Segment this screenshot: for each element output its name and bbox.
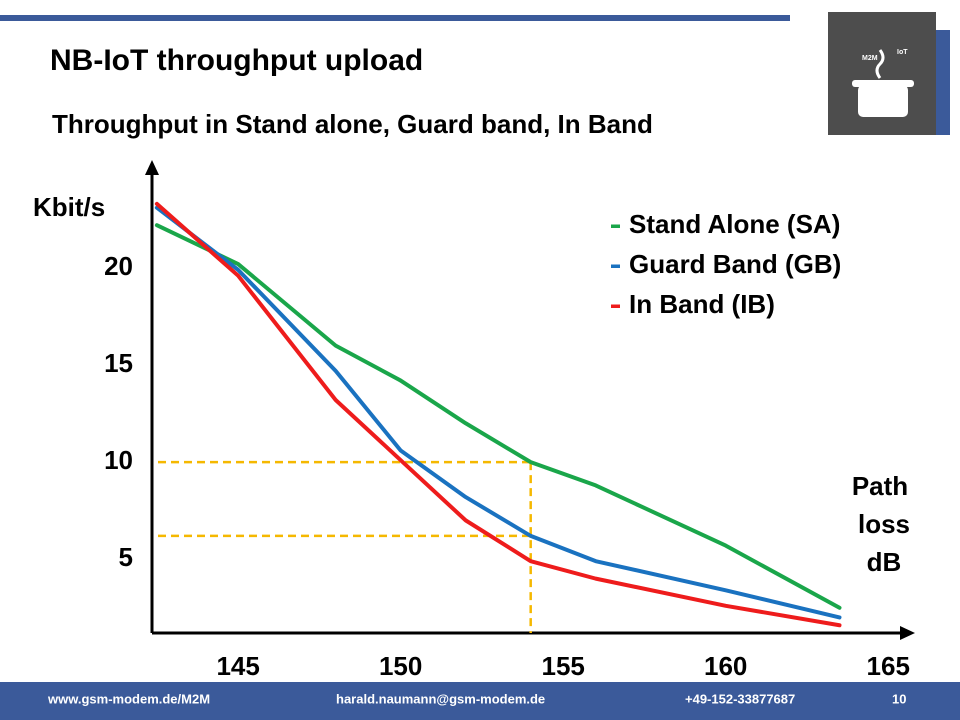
series-line	[154, 201, 842, 628]
x-axis-label: dB	[867, 547, 902, 577]
x-axis-label: loss	[858, 509, 910, 539]
footer-email: harald.naumann@gsm-modem.de	[336, 691, 545, 706]
series-line	[154, 223, 842, 610]
legend-dash	[611, 304, 620, 308]
x-tick-label: 165	[867, 651, 910, 681]
subtitle: Throughput in Stand alone, Guard band, I…	[52, 109, 653, 139]
x-tick-label: 150	[379, 651, 422, 681]
legend-label: Guard Band (GB)	[629, 249, 841, 279]
footer-phone: +49-152-33877687	[685, 691, 795, 706]
logo-stripe	[936, 30, 950, 135]
logo-text: M2M	[862, 55, 878, 62]
x-axis-label: Path	[852, 471, 908, 501]
y-tick-label: 15	[104, 348, 133, 378]
logo-pot	[852, 49, 914, 117]
footer-page: 10	[892, 691, 906, 706]
legend-label: In Band (IB)	[629, 289, 775, 319]
x-tick-label: 145	[216, 651, 259, 681]
x-tick-label: 155	[541, 651, 584, 681]
series-line	[154, 205, 842, 620]
top-bar	[0, 15, 790, 21]
y-tick-label: 10	[104, 445, 133, 475]
y-axis-label: Kbit/s	[33, 192, 105, 222]
x-axis-arrow	[900, 626, 915, 640]
legend-label: Stand Alone (SA)	[629, 209, 840, 239]
y-axis-arrow	[145, 160, 159, 175]
legend-dash	[611, 224, 620, 228]
footer-website: www.gsm-modem.de/M2M	[47, 691, 210, 706]
x-tick-label: 160	[704, 651, 747, 681]
title: NB-IoT throughput upload	[50, 44, 423, 77]
logo-text: IoT	[897, 49, 908, 56]
y-tick-label: 20	[104, 251, 133, 281]
legend-dash	[611, 264, 620, 268]
y-tick-label: 5	[119, 542, 133, 572]
footer-bar	[0, 682, 960, 720]
